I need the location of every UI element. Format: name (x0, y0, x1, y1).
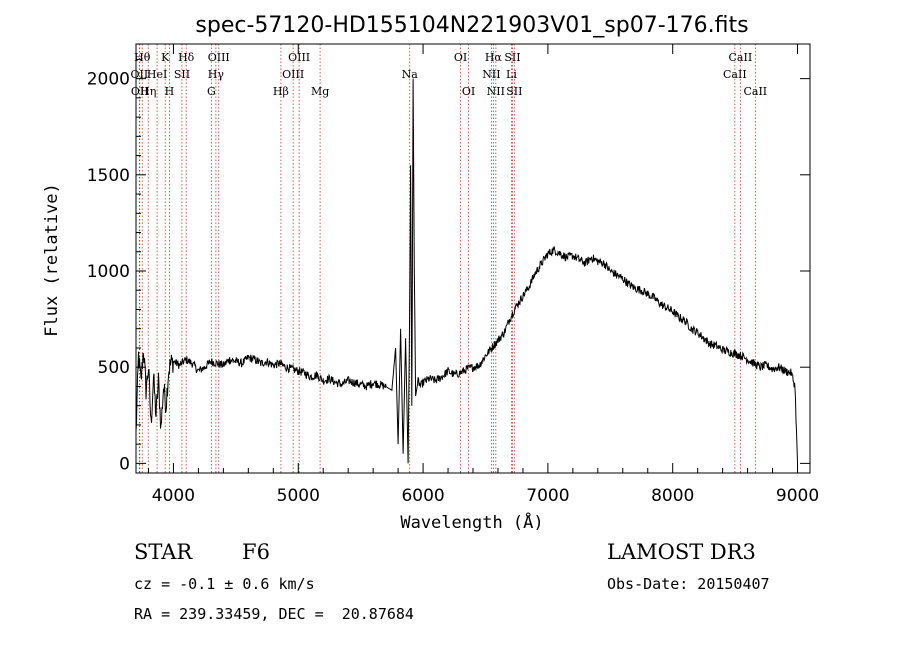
marker-label-3: Hη (140, 85, 156, 98)
x-tick-label-1: 5000 (277, 486, 320, 506)
x-axis-ticks: 4000 5000 6000 7000 8000 9000 (147, 44, 819, 506)
marker-label-18: OI (462, 85, 475, 98)
marker-label-17: OI (454, 51, 467, 64)
coordinates: RA = 239.33459, DEC = 20.87684 (134, 605, 414, 623)
marker-label-7: SII (174, 68, 190, 81)
x-tick-label-3: 7000 (526, 486, 569, 506)
object-class: STAR (134, 540, 193, 564)
y-axis-label: Flux (relative) (42, 183, 62, 337)
x-tick-label-0: 4000 (152, 486, 195, 506)
x-tick-label-5: 9000 (776, 486, 819, 506)
chart-title: spec-57120-HD155104N221903V01_sp07-176.f… (195, 13, 748, 38)
marker-label-22: Li (506, 68, 517, 81)
marker-label-20: Hα (485, 51, 503, 64)
y-tick-label-3: 1500 (87, 166, 130, 186)
line-markers (138, 44, 756, 473)
marker-label-6: H (165, 85, 175, 98)
marker-label-12: Hβ (273, 85, 289, 98)
spectrum-line (135, 78, 798, 464)
x-axis-label: Wavelength (Å) (400, 511, 543, 533)
marker-label-27: CaII (743, 85, 767, 98)
observation-date: Obs-Date: 20150407 (607, 575, 770, 593)
marker-label-26: CaII (729, 51, 753, 64)
marker-label-0: Hθ (134, 51, 151, 64)
x-tick-label-2: 6000 (401, 486, 444, 506)
y-axis-ticks: 0 500 1000 1500 2000 (87, 58, 810, 474)
marker-label-4: HeI (147, 68, 167, 81)
marker-label-11: OIII (208, 51, 230, 64)
marker-label-14: OIII (288, 51, 310, 64)
marker-label-24: SII (506, 85, 522, 98)
marker-label-16: Na (402, 68, 419, 81)
marker-label-9: Hγ (208, 68, 225, 81)
y-tick-label-4: 2000 (87, 70, 130, 90)
marker-label-5: K (161, 51, 170, 64)
marker-label-15: Mg (311, 85, 329, 98)
y-tick-label-0: 0 (119, 454, 130, 474)
plot-frame (135, 43, 811, 474)
object-subclass: F6 (242, 540, 270, 564)
x-tick-label-4: 8000 (651, 486, 694, 506)
line-marker-labels: HθOIIOIIHηHeIKHSIIHδHγGOIIIHβOIIIOIIIMgN… (131, 51, 768, 98)
marker-label-10: G (207, 85, 216, 98)
marker-label-13: OIII (282, 68, 304, 81)
marker-label-23: SII (504, 51, 520, 64)
marker-label-8: Hδ (178, 51, 195, 64)
marker-label-2: OII (131, 85, 149, 98)
redshift-velocity: cz = -0.1 ± 0.6 km/s (134, 575, 315, 593)
marker-label-1: OII (131, 68, 149, 81)
marker-label-25: CaII (723, 68, 747, 81)
y-tick-label-2: 1000 (87, 262, 130, 282)
survey-name: LAMOST DR3 (607, 540, 756, 564)
y-tick-label-1: 500 (98, 358, 130, 378)
marker-label-21: NII (487, 85, 505, 98)
marker-label-19: NII (482, 68, 500, 81)
